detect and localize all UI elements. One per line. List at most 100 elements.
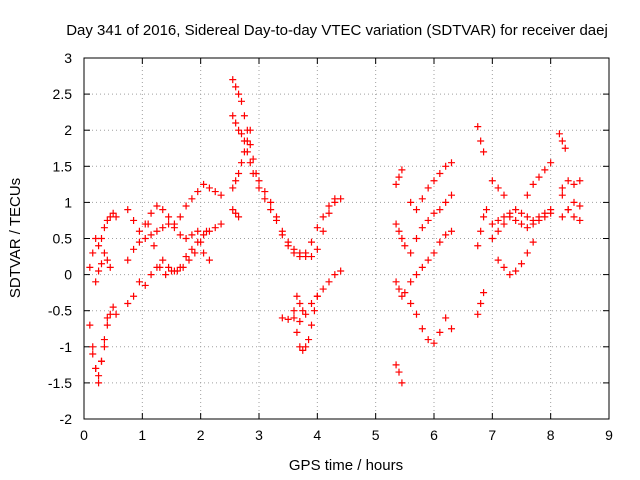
data-point	[558, 213, 566, 221]
series-G	[124, 238, 213, 307]
series-P	[392, 361, 406, 387]
data-point	[430, 209, 438, 217]
data-point	[418, 195, 426, 203]
x-tick-label: 6	[430, 427, 438, 443]
data-point	[480, 289, 488, 297]
data-point	[308, 299, 315, 307]
data-point	[296, 299, 304, 307]
data-point	[141, 281, 149, 289]
data-point	[398, 292, 406, 300]
data-point	[413, 206, 420, 214]
y-tick-label: 0	[64, 267, 72, 283]
series-X	[474, 123, 488, 156]
data-point	[100, 249, 108, 257]
data-point	[232, 209, 240, 217]
data-point	[147, 209, 155, 217]
series-T	[407, 159, 455, 214]
data-point	[103, 314, 111, 322]
data-point	[523, 224, 531, 232]
data-point	[325, 278, 333, 286]
data-point	[319, 227, 327, 235]
data-point	[229, 112, 237, 120]
data-point	[302, 343, 310, 351]
data-point	[523, 213, 531, 221]
data-point	[173, 267, 181, 275]
data-point	[141, 235, 149, 242]
data-point	[191, 249, 199, 257]
data-point	[488, 235, 496, 242]
data-point	[240, 148, 248, 156]
data-point	[103, 321, 111, 329]
data-point	[518, 220, 525, 228]
data-point	[211, 188, 219, 196]
data-point	[95, 379, 103, 387]
x-tick-label: 8	[547, 427, 555, 443]
data-point	[290, 314, 298, 322]
data-point	[392, 220, 400, 228]
plot-frame	[83, 57, 610, 420]
data-point	[205, 184, 213, 192]
data-point	[308, 253, 315, 261]
data-point	[413, 271, 420, 279]
data-point	[267, 206, 275, 214]
data-point	[147, 271, 155, 279]
y-tick-label: 1.5	[53, 158, 73, 174]
data-point	[558, 191, 566, 199]
data-point	[98, 235, 105, 242]
data-point	[182, 235, 190, 242]
series-I	[229, 76, 345, 261]
y-tick-label: 2.5	[53, 86, 73, 102]
data-point	[418, 263, 426, 271]
data-point	[541, 166, 549, 174]
data-point	[182, 202, 190, 210]
data-point	[238, 130, 245, 138]
data-point	[299, 307, 307, 315]
series-Q	[392, 278, 409, 300]
data-point	[255, 184, 263, 192]
data-point	[413, 235, 420, 242]
x-tick-label: 0	[80, 427, 88, 443]
series-Z	[474, 206, 490, 250]
data-point	[494, 184, 502, 192]
data-point	[217, 191, 225, 199]
data-point	[278, 314, 286, 322]
data-point	[535, 216, 543, 224]
data-point	[424, 336, 432, 344]
data-point	[448, 191, 455, 199]
data-point	[100, 224, 108, 232]
series-AG	[558, 177, 584, 192]
data-point	[500, 263, 508, 271]
data-point	[570, 198, 578, 206]
data-point	[500, 191, 508, 199]
series-AF	[555, 130, 569, 152]
data-point	[165, 213, 173, 221]
x-tick-label: 5	[372, 427, 380, 443]
data-point	[86, 263, 94, 271]
data-point	[442, 198, 450, 206]
data-point	[273, 216, 280, 224]
data-point	[561, 144, 569, 152]
series-H	[144, 220, 210, 279]
data-point	[235, 213, 243, 221]
data-point	[480, 148, 488, 156]
data-point	[188, 231, 196, 239]
data-point	[488, 220, 496, 228]
data-point	[506, 213, 514, 221]
data-point	[179, 263, 187, 271]
data-point	[442, 231, 450, 239]
data-point	[436, 238, 444, 246]
data-point	[398, 379, 406, 387]
data-point	[159, 256, 167, 264]
data-point	[197, 238, 205, 246]
x-tick-label: 9	[605, 427, 613, 443]
data-point	[135, 238, 143, 246]
data-point	[313, 245, 321, 253]
data-point	[249, 155, 257, 163]
data-point	[200, 249, 208, 257]
data-point	[488, 177, 496, 185]
data-point	[100, 336, 108, 344]
data-point	[407, 249, 415, 257]
series-W	[407, 299, 455, 347]
data-point	[296, 253, 304, 261]
